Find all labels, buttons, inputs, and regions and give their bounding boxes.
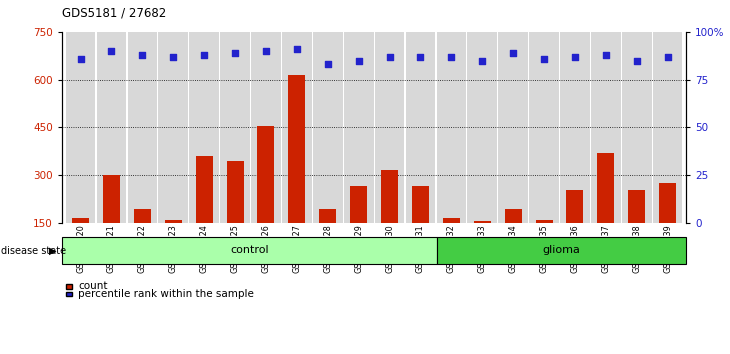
Bar [406,32,435,223]
Point [662,54,674,59]
Bar [282,32,312,223]
Point [445,54,457,59]
Text: GDS5181 / 27682: GDS5181 / 27682 [62,6,166,19]
Bar [560,32,590,223]
Bar [196,156,212,271]
Text: disease state: disease state [1,246,66,256]
Point [353,58,364,63]
Point [167,54,179,59]
Point [631,58,642,63]
Point [229,50,241,56]
Bar [653,32,683,223]
Text: ▶: ▶ [49,246,56,256]
Point [137,52,148,58]
Bar [381,171,398,271]
Bar [66,32,96,223]
Bar [474,222,491,271]
Point [199,52,210,58]
Bar [288,75,305,271]
Point [322,62,334,67]
Bar [103,175,120,271]
Point [291,46,303,52]
Bar [251,32,281,223]
Point [384,54,396,59]
Bar [128,32,157,223]
Point [507,50,519,56]
Bar [134,209,151,271]
Bar [529,32,559,223]
Bar [622,32,652,223]
Point [477,58,488,63]
Text: glioma: glioma [542,245,580,256]
Point [415,54,426,59]
Point [106,48,118,54]
Bar [350,186,367,271]
Bar [437,237,686,264]
Bar [499,32,528,223]
Text: control: control [230,245,269,256]
Bar [504,209,522,271]
Bar [536,220,553,271]
Bar [165,220,182,271]
Bar [72,218,89,271]
Bar [158,32,188,223]
Point [600,52,612,58]
Bar [412,186,429,271]
Point [569,54,581,59]
Bar [591,32,620,223]
Bar [629,190,645,271]
Bar [313,32,342,223]
Text: count: count [78,281,108,291]
Bar [467,32,497,223]
Bar [437,32,466,223]
Point [260,48,272,54]
Bar [220,32,250,223]
Bar [226,161,244,271]
Bar [96,32,126,223]
Bar [443,218,460,271]
Bar [566,190,583,271]
Bar [62,237,437,264]
Bar [659,183,676,271]
Point [538,56,550,62]
Bar [319,209,337,271]
Bar [189,32,219,223]
Point [74,56,86,62]
Text: percentile rank within the sample: percentile rank within the sample [78,289,254,299]
Bar [597,153,615,271]
Bar [258,126,274,271]
Bar [344,32,374,223]
Bar [374,32,404,223]
